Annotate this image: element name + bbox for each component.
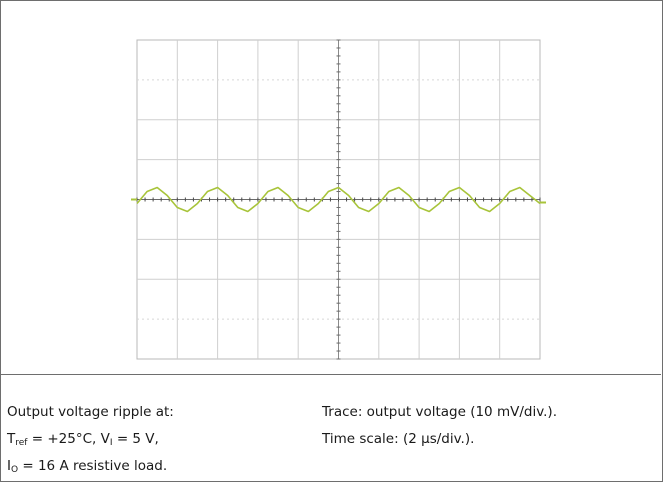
iout-text: = 16 A resistive load. <box>18 458 168 474</box>
caption-line-3: IO = 16 A resistive load. <box>7 458 167 475</box>
vin-symbol: V <box>100 431 110 447</box>
oscilloscope-chart <box>131 39 546 360</box>
iout-subscript: O <box>10 465 19 475</box>
iout-symbol: I <box>7 458 11 474</box>
vin-subscript: I <box>109 438 113 448</box>
time-scale-text: Time scale: (2 µs/div.). <box>322 431 475 447</box>
caption-line-1: Output voltage ripple at: <box>7 404 174 420</box>
caption-divider <box>0 374 661 375</box>
caption-line-1-text: Output voltage ripple at: <box>7 404 174 420</box>
time-scale-description: Time scale: (2 µs/div.). <box>322 431 474 447</box>
temp-subscript: ref <box>15 438 28 448</box>
temp-symbol: T <box>7 431 16 447</box>
trace-description: Trace: output voltage (10 mV/div.). <box>322 404 557 420</box>
temp-text: = +25°C, <box>27 431 101 447</box>
vin-text: = 5 V, <box>112 431 159 447</box>
output-voltage-trace <box>136 186 541 213</box>
trace-description-text: Trace: output voltage (10 mV/div.). <box>322 404 557 420</box>
caption-line-2: Tref = +25°C, VI = 5 V, <box>7 431 159 448</box>
